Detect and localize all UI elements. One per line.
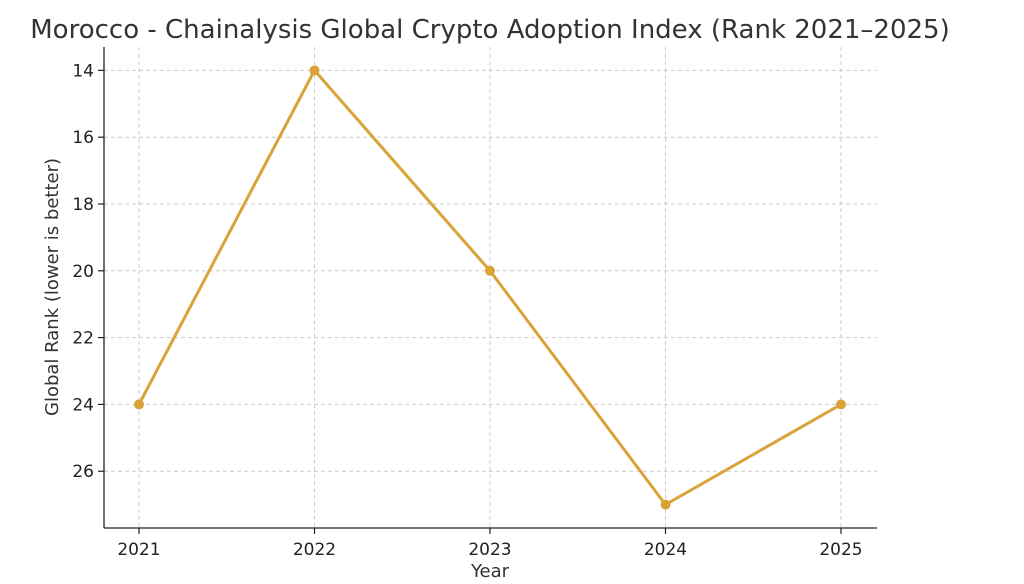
data-point — [660, 499, 671, 510]
data-point — [836, 399, 846, 410]
y-tick-label: 14 — [72, 61, 94, 81]
y-tick-label: 18 — [72, 195, 94, 215]
data-point — [134, 399, 144, 410]
x-axis-label: Year — [470, 561, 510, 582]
y-tick-label: 20 — [72, 262, 94, 282]
x-tick-label: 2025 — [819, 540, 862, 560]
data-point — [309, 65, 320, 76]
y-axis-label: Global Rank (lower is better) — [42, 158, 63, 416]
x-tick-label: 2022 — [293, 540, 336, 560]
x-tick-label: 2021 — [117, 540, 160, 560]
series — [134, 65, 846, 510]
x-tick-label: 2024 — [644, 540, 687, 560]
y-tick-label: 24 — [72, 395, 94, 415]
grid — [104, 47, 877, 528]
y-tick-label: 16 — [72, 128, 94, 148]
data-point — [485, 265, 495, 276]
chart-title: Morocco - Chainalysis Global Crypto Adop… — [30, 15, 949, 45]
y-tick-label: 22 — [72, 329, 94, 349]
y-tick-label: 26 — [72, 462, 94, 482]
x-tick-label: 2023 — [468, 540, 511, 560]
